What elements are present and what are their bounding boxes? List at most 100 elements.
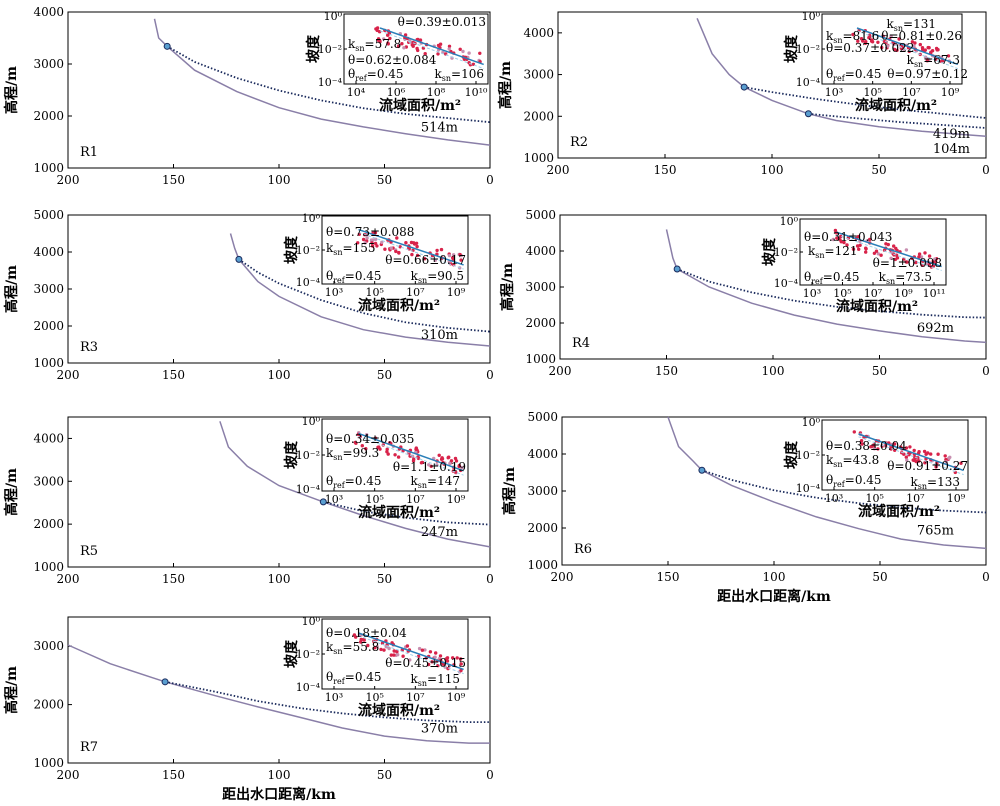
slope-data-point [934,465,938,469]
inset-x-tick-label: 10³ [325,286,343,299]
x-tick-label: 50 [872,364,887,378]
y-tick-label: 5000 [525,208,556,222]
panel-id: R1 [80,145,98,160]
panel-id: R2 [570,135,588,150]
slope-data-point [851,32,855,37]
knickpoint-marker [235,255,243,263]
inset-annotation: ksn=115 [410,672,460,688]
inset-annotation: θ=1.1±0.19 [393,460,466,474]
inset-annotation: ksn=67.3 [907,53,960,69]
slope-data-point [860,442,864,446]
slope-data-point [434,651,438,655]
slope-data-point [395,650,399,654]
x-tick-label: 200 [57,768,80,782]
slope-data-point [377,30,382,34]
slope-data-point [876,252,880,256]
inset-annotation: θ=1±0.098 [873,256,942,270]
slope-data-point [428,650,433,654]
slope-data-point [923,251,927,255]
x-tick-label: 200 [57,368,80,382]
y-tick-label: 1000 [527,558,558,572]
x-tick-label: 0 [982,570,990,584]
annotation-subscript: sn [894,24,903,33]
inset-x-tick-label: 10³ [325,691,343,704]
regression-line [358,432,464,472]
slope-data-point [379,647,383,652]
slope-data-point [444,657,448,661]
annotation-subscript: ref [811,277,824,286]
annotation-value: =43.8 [843,453,880,467]
y-tick-label: 2000 [525,316,556,330]
slope-data-point [478,51,482,55]
slope-data-point [876,40,880,44]
annotation-subscript: sn [833,460,842,469]
inset-y-axis-label: 坡度 [283,440,300,469]
inset-y-tick-label: 10⁰ [302,212,321,225]
x-tick-label: 50 [377,368,392,382]
slope-data-point [439,247,444,252]
annotation-subscript: ref [355,74,368,83]
slope-data-point [874,249,879,253]
slope-data-point [446,666,450,671]
inset-y-tick-label: 10⁻⁴ [796,76,821,89]
slope-data-point [902,452,906,456]
slope-data-point [467,51,471,55]
annotation-value: =115 [427,672,460,686]
inset-annotation: θref=0.45 [326,269,382,285]
inset-y-tick-label: 10⁰ [302,415,321,428]
slope-data-point [459,662,463,666]
inset-annotation: θ=0.73±0.088 [326,225,414,239]
annotation-value: =55.8 [343,640,380,654]
x-tick-label: 50 [377,768,392,782]
slope-data-point [913,455,917,459]
inset-annotation: ksn=43.8 [826,453,879,469]
slope-data-point [370,241,374,245]
inset-y-tick-label: 10⁻² [296,244,320,257]
slope-data-point [370,244,375,248]
y-tick-label: 4000 [33,5,64,19]
slope-data-point [415,253,420,258]
inset-x-axis-label: 流域面积/m² [358,504,440,521]
slope-data-point [894,246,898,251]
slope-data-point [914,459,918,464]
slope-data-point [842,240,846,245]
y-tick-label: 3000 [33,282,64,296]
slope-data-point [352,633,357,637]
slope-data-point [868,34,872,39]
inset-y-tick-label: 10⁻² [296,648,320,661]
slope-data-point [353,440,357,445]
annotation-value: =121 [825,244,858,258]
y-axis-label: 高程/m [497,61,514,109]
regression-line [858,433,964,472]
inset-annotation: θref=0.45 [326,670,382,686]
x-tick-label: 150 [162,572,185,586]
annotation-symbol: θ=0.37±0.022 [826,41,914,55]
slope-data-point [386,41,390,45]
slope-data-point [879,253,883,257]
slope-data-point [447,44,452,48]
slope-data-point [408,658,412,662]
inset-y-axis-label: 坡度 [283,235,300,264]
inset-x-axis-label: 流域面积/m² [379,97,461,114]
slope-data-point [447,47,451,51]
annotation-value: =73.5 [895,270,932,284]
annotation-symbol: θ=1±0.098 [873,256,942,270]
x-tick-label: 0 [486,368,494,382]
slope-data-point [364,447,368,451]
slope-data-point [404,241,408,245]
annotation-subscript: ref [333,481,346,490]
x-tick-label: 200 [57,572,80,586]
y-tick-label: 5000 [33,208,64,222]
slope-data-point [423,648,427,652]
inset-annotation: ksn=147 [410,474,460,490]
annotation-value: =0.45 [823,270,860,284]
slope-data-point [451,253,456,257]
annotation-subscript: sn [815,251,824,260]
y-tick-label: 1000 [33,161,64,175]
slope-data-point [852,430,856,434]
y-axis-label: 高程/m [3,265,20,313]
